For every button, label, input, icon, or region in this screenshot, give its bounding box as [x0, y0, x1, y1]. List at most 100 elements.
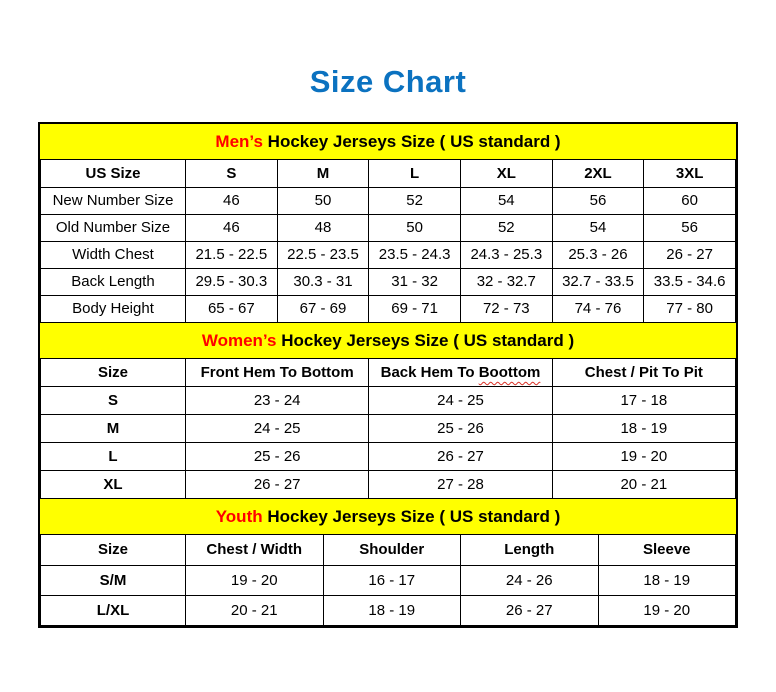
size-value: 26 - 27	[368, 442, 553, 471]
row-label: New Number Size	[40, 186, 186, 215]
size-value: 23.5 - 24.3	[368, 240, 461, 269]
row-label: S/M	[40, 564, 186, 596]
table-row: S 23 - 24 24 - 25 17 - 18	[40, 386, 737, 415]
column-header-s: S	[185, 160, 278, 188]
size-value: 52	[368, 186, 461, 215]
size-value: 69 - 71	[368, 294, 461, 323]
size-value: 19 - 20	[185, 564, 324, 596]
column-header-length: Length	[460, 535, 599, 566]
row-label: Width Chest	[40, 240, 186, 269]
size-value: 46	[185, 186, 278, 215]
column-header-chest-width: Chest / Width	[185, 535, 324, 566]
table-row: XL 26 - 27 27 - 28 20 - 21	[40, 470, 737, 499]
size-value: 18 - 19	[551, 414, 737, 443]
womens-size-table: Size Front Hem To Bottom Back Hem To Boo…	[40, 358, 737, 499]
column-header-xl: XL	[459, 160, 553, 188]
womens-header-row: Size Front Hem To Bottom Back Hem To Boo…	[40, 358, 737, 387]
table-row: New Number Size 46 50 52 54 56 60	[40, 186, 736, 215]
table-row: Back Length 29.5 - 30.3 30.3 - 31 31 - 32 32…	[40, 267, 736, 296]
mens-header-row: US Size S M L XL 2XL 3XL	[40, 160, 736, 188]
column-header-m: M	[276, 160, 370, 188]
page-title: Size Chart	[309, 64, 467, 99]
column-header-sleeve: Sleeve	[597, 535, 736, 566]
section-title-accent-womens: Women’s	[201, 330, 277, 350]
row-label: L	[40, 442, 186, 471]
size-value: 32.7 - 33.5	[551, 267, 645, 296]
size-value: 77 - 80	[643, 294, 736, 323]
size-value: 18 - 19	[597, 564, 736, 596]
size-value: 25.3 - 26	[551, 240, 645, 269]
table-row: S/M 19 - 20 16 - 17 24 - 26 18 - 19	[40, 564, 736, 596]
section-title-rest-youth: Hockey Jerseys Size ( US standard )	[262, 507, 561, 526]
column-header-size: Size	[40, 358, 186, 387]
size-value: 24 - 25	[368, 386, 553, 415]
column-header-chest-pit: Chest / Pit To Pit	[551, 358, 737, 387]
youth-header-row: Size Chest / Width Shoulder Length Sleev…	[40, 535, 736, 566]
size-value: 33.5 - 34.6	[643, 267, 736, 296]
table-row: L 25 - 26 26 - 27 19 - 20	[40, 442, 737, 471]
row-label: XL	[40, 470, 186, 499]
size-chart-frame: Men’s Hockey Jerseys Size ( US standard …	[38, 122, 738, 628]
size-value: 21.5 - 22.5	[185, 240, 278, 269]
size-value: 24 - 25	[184, 414, 370, 443]
size-value: 74 - 76	[551, 294, 645, 323]
size-value: 26 - 27	[184, 470, 370, 499]
column-header-2xl: 2XL	[551, 160, 645, 188]
row-label: L/XL	[40, 594, 186, 626]
size-value: 22.5 - 23.5	[276, 240, 370, 269]
size-value: 24 - 26	[460, 564, 599, 596]
table-row: Width Chest 21.5 - 22.5 22.5 - 23.5 23.5 - …	[40, 240, 736, 269]
mens-table-body: New Number Size 46 50 52 54 56 60 Old Number Si…	[40, 186, 736, 323]
size-value: 24.3 - 25.3	[459, 240, 553, 269]
size-value: 20 - 21	[551, 470, 737, 499]
size-value: 52	[459, 213, 553, 242]
section-band-womens: Women’s Hockey Jerseys Size ( US standar…	[40, 322, 736, 359]
size-value: 50	[368, 213, 461, 242]
column-header-size: Size	[40, 535, 186, 566]
section-title-rest-mens: Hockey Jerseys Size ( US standard )	[262, 132, 561, 151]
size-value: 50	[276, 186, 370, 215]
size-value: 17 - 18	[551, 386, 737, 415]
size-value: 60	[643, 186, 736, 215]
size-value: 19 - 20	[597, 594, 736, 626]
size-value: 29.5 - 30.3	[185, 267, 278, 296]
size-value: 26 - 27	[460, 594, 599, 626]
mens-size-table: US Size S M L XL 2XL 3XL New Number Size…	[40, 160, 736, 323]
column-header-l: L	[368, 160, 461, 188]
size-value: 23 - 24	[184, 386, 370, 415]
size-value: 19 - 20	[551, 442, 737, 471]
back-hem-misspelled-word: Boottom	[478, 363, 541, 381]
size-value: 56	[551, 186, 645, 215]
size-value: 18 - 19	[322, 594, 461, 626]
row-label: Body Height	[40, 294, 186, 323]
size-value: 72 - 73	[459, 294, 553, 323]
youth-table-body: S/M 19 - 20 16 - 17 24 - 26 18 - 19 L/XL 20 - …	[40, 564, 736, 626]
table-row: Body Height 65 - 67 67 - 69 69 - 71 72 - 73 7…	[40, 294, 736, 323]
column-header-back-hem: Back Hem To Boottom	[368, 358, 553, 387]
size-value: 26 - 27	[643, 240, 736, 269]
row-label: S	[40, 386, 186, 415]
column-header-us-size: US Size	[40, 160, 186, 188]
size-value: 20 - 21	[185, 594, 324, 626]
row-label: Back Length	[40, 267, 186, 296]
section-title-accent-mens: Men’s	[215, 132, 263, 151]
size-value: 56	[643, 213, 736, 242]
column-header-3xl: 3XL	[643, 160, 736, 188]
size-value: 31 - 32	[368, 267, 461, 296]
youth-size-table: Size Chest / Width Shoulder Length Sleev…	[40, 535, 736, 626]
column-header-front-hem: Front Hem To Bottom	[184, 358, 370, 387]
section-title-accent-youth: Youth	[215, 507, 263, 526]
section-title-rest-womens: Hockey Jerseys Size ( US standard )	[276, 330, 575, 350]
column-header-shoulder: Shoulder	[322, 535, 461, 566]
size-value: 32 - 32.7	[459, 267, 553, 296]
section-band-mens: Men’s Hockey Jerseys Size ( US standard …	[40, 124, 736, 160]
row-label: M	[40, 414, 186, 443]
table-row: Old Number Size 46 48 50 52 54 56	[40, 213, 736, 242]
table-row: M 24 - 25 25 - 26 18 - 19	[40, 414, 737, 443]
size-value: 54	[551, 213, 645, 242]
row-label: Old Number Size	[40, 213, 186, 242]
back-hem-prefix: Back Hem To	[380, 363, 479, 381]
size-value: 27 - 28	[368, 470, 553, 499]
size-value: 16 - 17	[322, 564, 461, 596]
